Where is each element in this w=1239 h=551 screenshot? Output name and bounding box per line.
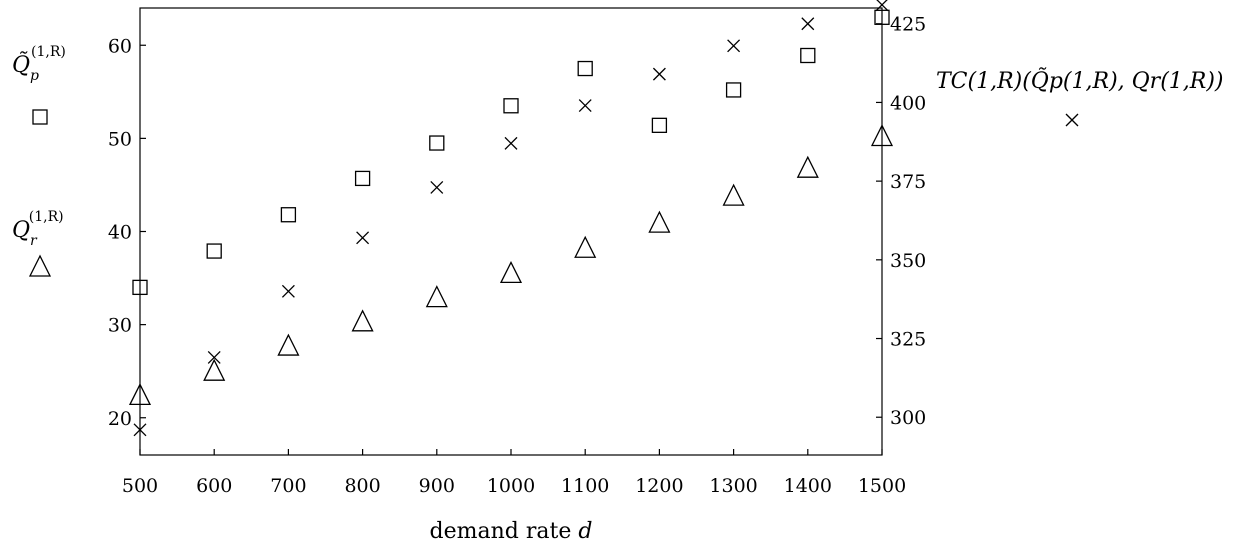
legend-tc-cross-icon (1065, 113, 1079, 127)
x-axis-label-var: d (578, 519, 592, 544)
legend-qr-triangle-icon (28, 254, 52, 277)
right-tick-label: 375 (890, 171, 926, 193)
point-tc (578, 99, 592, 113)
x-tick-label: 900 (419, 475, 455, 497)
legend-qp-label: Q̃p (1,R) (12, 44, 66, 84)
x-tick-label: 600 (196, 475, 232, 497)
x-tick-label: 1200 (635, 475, 683, 497)
legend-tc-label: TC(1,R)(Q̃p(1,R), Qr(1,R)) (936, 68, 1224, 94)
legend-qr-sup: (1,R) (29, 209, 64, 225)
point-qp (874, 9, 890, 25)
x-tick-label: 500 (122, 475, 158, 497)
point-qr (351, 309, 374, 332)
left-tick-label: 40 (108, 222, 132, 244)
point-tc (652, 67, 666, 81)
point-qr (722, 183, 745, 206)
point-qp (577, 60, 593, 77)
point-tc (504, 136, 518, 150)
legend-qp-sup: (1,R) (31, 44, 66, 60)
left-tick-label: 30 (108, 315, 132, 337)
point-qp (651, 117, 668, 133)
x-axis-label-prefix: demand rate (430, 519, 579, 544)
left-tick-label: 20 (108, 408, 132, 430)
plot-frame (139, 7, 883, 456)
point-qp (429, 135, 445, 151)
right-tick-label: 425 (890, 14, 926, 36)
legend-qr-sub: r (30, 233, 38, 249)
legend-qp-sub: p (30, 68, 39, 84)
legend-qp-square-icon (32, 109, 48, 125)
data-marks (128, 0, 894, 437)
point-qr (277, 333, 300, 356)
point-tc (430, 180, 444, 194)
x-tick-label: 800 (344, 475, 380, 497)
x-tick-label: 1100 (561, 475, 609, 497)
x-tick-label: 1400 (784, 475, 832, 497)
point-qr (203, 358, 226, 381)
point-qr (574, 235, 597, 258)
legend-qr-label: Qr (1,R) (12, 209, 64, 249)
point-qr (425, 285, 448, 308)
legend-qr: Qr (1,R) (12, 209, 64, 277)
right-tick-label: 300 (890, 407, 926, 429)
x-axis-ticks: 500 600 700 800 900 1000 1100 1200 1300 1400 1500 (122, 449, 906, 497)
legend-qr-main: Q (12, 218, 30, 243)
point-qr (796, 155, 819, 178)
x-tick-label: 1500 (858, 475, 906, 497)
point-qp (800, 47, 816, 64)
point-qp (503, 98, 519, 114)
point-tc (356, 231, 370, 245)
point-qr (128, 382, 152, 406)
point-tc (207, 350, 221, 364)
point-tc (801, 17, 815, 31)
point-qp (725, 82, 742, 98)
left-tick-label: 50 (108, 128, 132, 150)
point-tc (727, 39, 741, 53)
point-qp (354, 170, 371, 187)
right-tick-label: 325 (890, 329, 926, 351)
point-qr (648, 210, 671, 233)
x-axis-label: demand rate d (430, 519, 593, 544)
left-tick-label: 60 (108, 35, 132, 57)
right-tick-label: 350 (890, 250, 926, 272)
right-axis-ticks: 300 325 350 375 400 425 (876, 14, 926, 429)
point-qr (870, 124, 894, 147)
point-tc (133, 423, 147, 437)
legend-tc: TC(1,R)(Q̃p(1,R), Qr(1,R)) (936, 68, 1224, 127)
legend-qp-main: Q̃ (12, 52, 30, 78)
point-qp (206, 243, 222, 259)
point-tc (281, 284, 295, 298)
x-tick-label: 1300 (709, 475, 757, 497)
point-qr (499, 260, 523, 284)
left-axis-ticks: 20 30 40 50 60 (108, 35, 146, 430)
legend-qp: Q̃p (1,R) (12, 44, 66, 125)
x-tick-label: 700 (270, 475, 306, 497)
x-tick-label: 1000 (487, 475, 535, 497)
point-qp (132, 279, 148, 296)
right-tick-label: 400 (890, 92, 926, 114)
point-tc (875, 0, 889, 12)
point-qp (280, 207, 297, 223)
